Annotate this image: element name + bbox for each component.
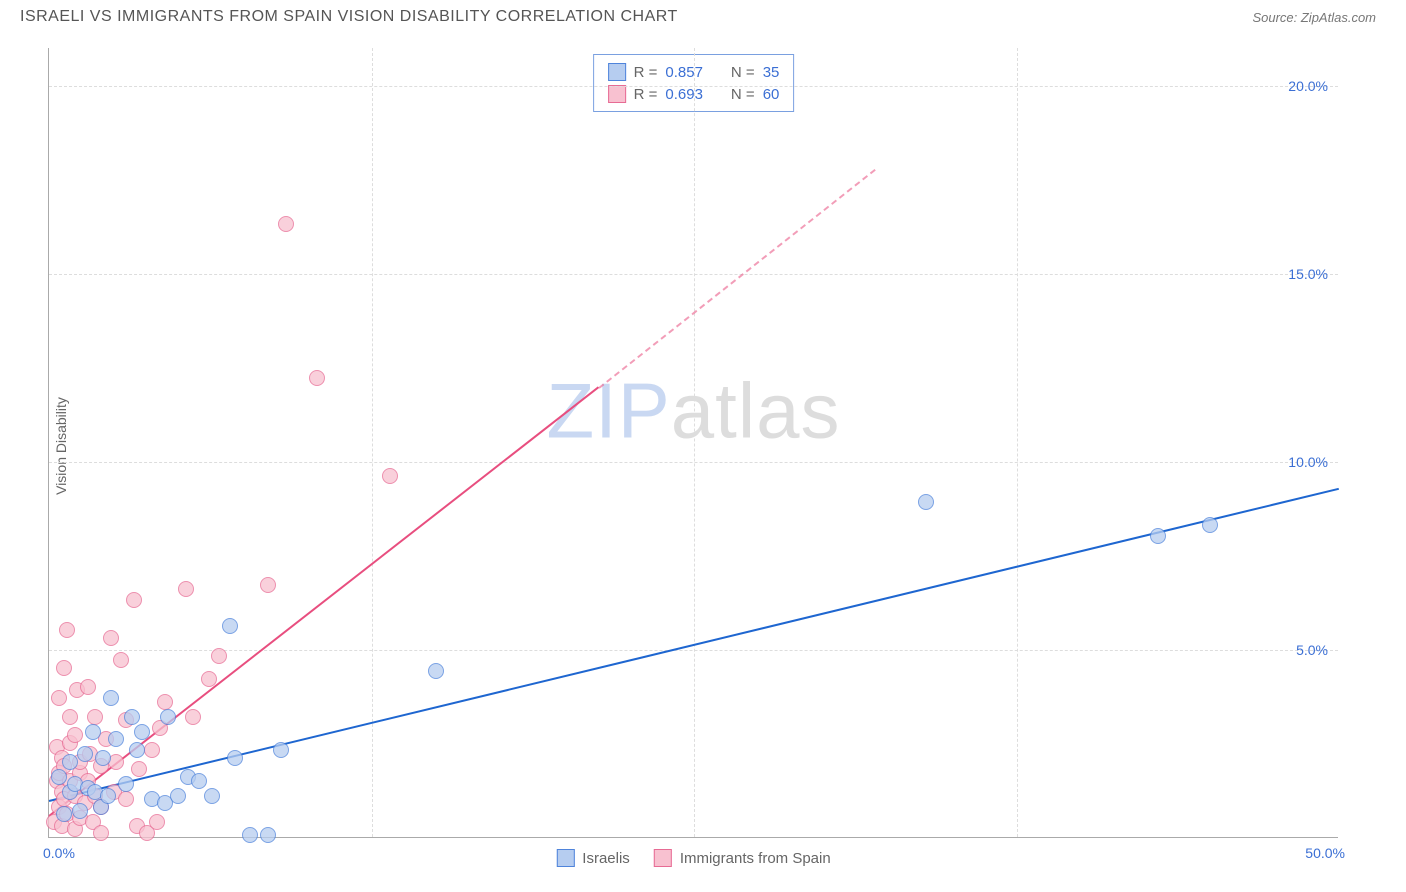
data-point-israelis xyxy=(170,788,186,804)
data-point-israelis xyxy=(103,690,119,706)
data-point-spain xyxy=(382,468,398,484)
data-point-spain xyxy=(309,370,325,386)
data-point-israelis xyxy=(85,724,101,740)
swatch-blue xyxy=(608,63,626,81)
legend-series: Israelis Immigrants from Spain xyxy=(556,849,830,867)
data-point-spain xyxy=(131,761,147,777)
swatch-pink xyxy=(654,849,672,867)
data-point-israelis xyxy=(100,788,116,804)
data-point-israelis xyxy=(1150,528,1166,544)
swatch-pink xyxy=(608,85,626,103)
legend-item-israelis: Israelis xyxy=(556,849,630,867)
chart-title: ISRAELI VS IMMIGRANTS FROM SPAIN VISION … xyxy=(20,8,678,26)
y-tick-label: 15.0% xyxy=(1288,266,1328,282)
data-point-spain xyxy=(59,622,75,638)
data-point-spain xyxy=(51,690,67,706)
data-point-spain xyxy=(149,814,165,830)
data-point-israelis xyxy=(191,773,207,789)
data-point-israelis xyxy=(918,494,934,510)
y-tick-label: 5.0% xyxy=(1296,642,1328,658)
data-point-israelis xyxy=(428,663,444,679)
gridline-vertical xyxy=(694,48,695,837)
r-label: R = xyxy=(634,86,658,103)
y-tick-label: 20.0% xyxy=(1288,78,1328,94)
data-point-israelis xyxy=(1202,517,1218,533)
data-point-spain xyxy=(87,709,103,725)
gridline-vertical xyxy=(372,48,373,837)
scatter-chart: ZIPatlas R = 0.857 N = 35 R = 0.693 N = … xyxy=(48,48,1338,838)
n-value-pink: 60 xyxy=(763,86,780,103)
data-point-israelis xyxy=(56,806,72,822)
data-point-israelis xyxy=(160,709,176,725)
data-point-spain xyxy=(126,592,142,608)
data-point-spain xyxy=(201,671,217,687)
data-point-israelis xyxy=(260,827,276,843)
y-tick-label: 10.0% xyxy=(1288,454,1328,470)
r-value-pink: 0.693 xyxy=(665,86,703,103)
x-tick-label-min: 0.0% xyxy=(43,845,75,861)
n-label: N = xyxy=(731,64,755,81)
data-point-spain xyxy=(144,742,160,758)
data-point-spain xyxy=(178,581,194,597)
data-point-israelis xyxy=(72,803,88,819)
data-point-israelis xyxy=(95,750,111,766)
data-point-israelis xyxy=(124,709,140,725)
data-point-israelis xyxy=(129,742,145,758)
r-value-blue: 0.857 xyxy=(665,64,703,81)
data-point-israelis xyxy=(222,618,238,634)
data-point-spain xyxy=(56,660,72,676)
data-point-spain xyxy=(211,648,227,664)
n-value-blue: 35 xyxy=(763,64,780,81)
legend-label-israelis: Israelis xyxy=(582,850,630,867)
data-point-spain xyxy=(93,825,109,841)
data-point-spain xyxy=(62,709,78,725)
data-point-spain xyxy=(278,216,294,232)
data-point-israelis xyxy=(204,788,220,804)
data-point-israelis xyxy=(242,827,258,843)
data-point-spain xyxy=(157,694,173,710)
data-point-spain xyxy=(113,652,129,668)
trendline-extrapolated xyxy=(598,169,875,389)
x-tick-label-max: 50.0% xyxy=(1305,845,1345,861)
gridline-vertical xyxy=(1017,48,1018,837)
data-point-israelis xyxy=(273,742,289,758)
data-point-spain xyxy=(80,679,96,695)
legend-item-spain: Immigrants from Spain xyxy=(654,849,831,867)
legend-label-spain: Immigrants from Spain xyxy=(680,850,831,867)
data-point-spain xyxy=(103,630,119,646)
data-point-israelis xyxy=(62,754,78,770)
data-point-spain xyxy=(118,791,134,807)
data-point-israelis xyxy=(51,769,67,785)
data-point-israelis xyxy=(118,776,134,792)
source-label: Source: ZipAtlas.com xyxy=(1252,10,1376,25)
data-point-israelis xyxy=(77,746,93,762)
swatch-blue xyxy=(556,849,574,867)
watermark-atlas: atlas xyxy=(671,366,841,454)
data-point-spain xyxy=(67,727,83,743)
r-label: R = xyxy=(634,64,658,81)
data-point-israelis xyxy=(227,750,243,766)
data-point-israelis xyxy=(134,724,150,740)
data-point-spain xyxy=(185,709,201,725)
data-point-israelis xyxy=(108,731,124,747)
data-point-spain xyxy=(260,577,276,593)
n-label: N = xyxy=(731,86,755,103)
